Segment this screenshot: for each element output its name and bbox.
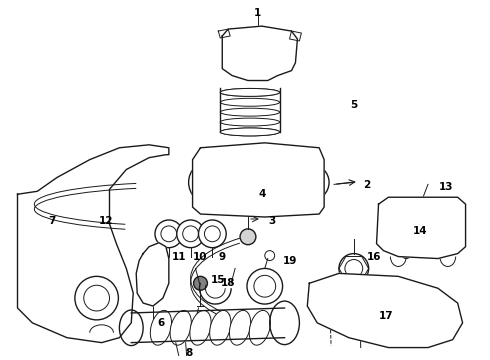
Text: 3: 3 bbox=[268, 216, 275, 226]
Text: 15: 15 bbox=[211, 275, 225, 285]
Circle shape bbox=[155, 220, 183, 248]
Polygon shape bbox=[218, 29, 230, 38]
Text: 13: 13 bbox=[439, 182, 453, 192]
Polygon shape bbox=[193, 143, 324, 217]
Text: 2: 2 bbox=[363, 180, 370, 190]
Text: 1: 1 bbox=[254, 8, 262, 18]
Circle shape bbox=[194, 276, 207, 290]
Polygon shape bbox=[222, 26, 297, 81]
Text: 17: 17 bbox=[379, 311, 394, 321]
Circle shape bbox=[189, 161, 232, 204]
Ellipse shape bbox=[220, 108, 280, 116]
Circle shape bbox=[58, 207, 82, 231]
Polygon shape bbox=[290, 31, 301, 41]
Text: 12: 12 bbox=[99, 216, 114, 226]
Text: 11: 11 bbox=[172, 252, 186, 262]
Circle shape bbox=[240, 229, 256, 245]
Ellipse shape bbox=[220, 98, 280, 106]
Polygon shape bbox=[18, 145, 169, 343]
Circle shape bbox=[401, 249, 411, 258]
Text: 18: 18 bbox=[221, 278, 235, 288]
Polygon shape bbox=[136, 243, 169, 306]
Circle shape bbox=[198, 220, 226, 248]
Ellipse shape bbox=[229, 310, 251, 345]
Text: 8: 8 bbox=[185, 347, 192, 357]
Text: 4: 4 bbox=[258, 189, 266, 199]
Bar bbox=[235, 155, 304, 206]
Ellipse shape bbox=[220, 89, 280, 96]
Circle shape bbox=[80, 205, 107, 233]
Text: 6: 6 bbox=[157, 318, 165, 328]
Polygon shape bbox=[307, 273, 463, 347]
Text: 14: 14 bbox=[413, 226, 427, 236]
Ellipse shape bbox=[210, 310, 231, 345]
Ellipse shape bbox=[170, 310, 191, 345]
Ellipse shape bbox=[220, 128, 280, 136]
Ellipse shape bbox=[220, 128, 280, 136]
Ellipse shape bbox=[190, 310, 211, 345]
Text: 7: 7 bbox=[49, 216, 56, 226]
Text: 19: 19 bbox=[282, 256, 297, 266]
Bar bbox=[235, 36, 287, 71]
Text: 16: 16 bbox=[367, 252, 381, 262]
Circle shape bbox=[75, 276, 119, 320]
Ellipse shape bbox=[220, 118, 280, 126]
Circle shape bbox=[339, 253, 368, 283]
Text: 10: 10 bbox=[193, 252, 208, 262]
Circle shape bbox=[177, 220, 204, 248]
Circle shape bbox=[294, 165, 329, 200]
Text: 9: 9 bbox=[219, 252, 226, 262]
Circle shape bbox=[247, 269, 283, 304]
Text: 5: 5 bbox=[350, 100, 357, 110]
Ellipse shape bbox=[220, 89, 280, 96]
Ellipse shape bbox=[150, 310, 172, 345]
Ellipse shape bbox=[249, 310, 270, 345]
Polygon shape bbox=[376, 197, 465, 258]
